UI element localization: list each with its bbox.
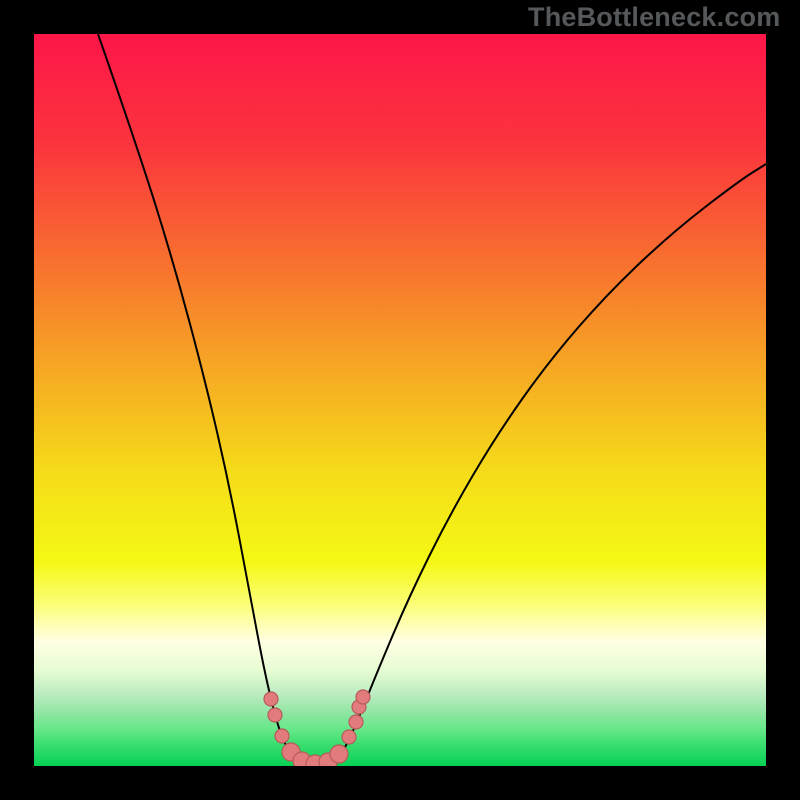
data-point <box>330 745 348 763</box>
data-point <box>268 708 282 722</box>
data-point <box>264 692 278 706</box>
bottleneck-chart-svg <box>34 34 766 766</box>
data-point <box>275 729 289 743</box>
watermark-text: TheBottleneck.com <box>528 2 780 33</box>
data-point <box>349 715 363 729</box>
plot-area <box>34 34 766 766</box>
data-point <box>342 730 356 744</box>
data-point <box>356 690 370 704</box>
